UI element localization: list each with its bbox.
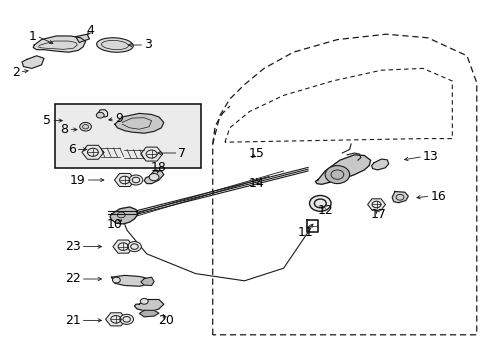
Circle shape bbox=[127, 242, 141, 252]
Polygon shape bbox=[144, 171, 163, 184]
Polygon shape bbox=[134, 300, 163, 311]
Text: 16: 16 bbox=[429, 190, 445, 203]
Polygon shape bbox=[141, 147, 162, 161]
Polygon shape bbox=[371, 159, 388, 170]
Circle shape bbox=[325, 166, 349, 184]
Circle shape bbox=[149, 174, 159, 181]
Text: 14: 14 bbox=[248, 177, 264, 190]
Polygon shape bbox=[76, 34, 89, 42]
Polygon shape bbox=[111, 275, 151, 286]
Text: 22: 22 bbox=[65, 273, 81, 285]
Polygon shape bbox=[105, 313, 126, 326]
Circle shape bbox=[140, 298, 148, 304]
Circle shape bbox=[112, 277, 120, 283]
Text: 2: 2 bbox=[12, 66, 20, 78]
Polygon shape bbox=[367, 199, 385, 210]
Text: 1: 1 bbox=[29, 30, 37, 42]
Text: 19: 19 bbox=[70, 174, 85, 186]
Polygon shape bbox=[315, 155, 370, 184]
Polygon shape bbox=[22, 56, 44, 68]
Text: 5: 5 bbox=[43, 114, 51, 127]
Text: 21: 21 bbox=[65, 314, 81, 327]
Circle shape bbox=[80, 122, 91, 131]
Text: 8: 8 bbox=[61, 123, 68, 136]
Polygon shape bbox=[139, 310, 159, 317]
FancyBboxPatch shape bbox=[55, 104, 201, 168]
Polygon shape bbox=[391, 192, 407, 203]
Text: 20: 20 bbox=[158, 314, 174, 327]
Text: 9: 9 bbox=[115, 112, 122, 125]
Text: 15: 15 bbox=[248, 147, 264, 159]
Polygon shape bbox=[33, 36, 85, 52]
Polygon shape bbox=[113, 240, 133, 253]
Text: 3: 3 bbox=[144, 39, 152, 51]
Text: 10: 10 bbox=[107, 219, 122, 231]
Circle shape bbox=[96, 112, 104, 118]
Text: 23: 23 bbox=[65, 240, 81, 253]
Polygon shape bbox=[141, 277, 154, 285]
Polygon shape bbox=[82, 145, 103, 159]
Text: 4: 4 bbox=[86, 24, 94, 37]
Circle shape bbox=[129, 175, 142, 185]
Text: 6: 6 bbox=[68, 143, 76, 156]
Circle shape bbox=[120, 314, 133, 324]
Text: 17: 17 bbox=[370, 208, 386, 221]
Circle shape bbox=[309, 195, 330, 211]
Text: 13: 13 bbox=[422, 150, 438, 163]
Text: 12: 12 bbox=[317, 204, 332, 217]
Polygon shape bbox=[115, 113, 163, 133]
Polygon shape bbox=[114, 174, 135, 186]
Text: 7: 7 bbox=[178, 147, 186, 159]
Text: 18: 18 bbox=[151, 161, 166, 174]
Ellipse shape bbox=[97, 38, 133, 52]
Polygon shape bbox=[110, 207, 138, 224]
Text: 11: 11 bbox=[297, 226, 313, 239]
